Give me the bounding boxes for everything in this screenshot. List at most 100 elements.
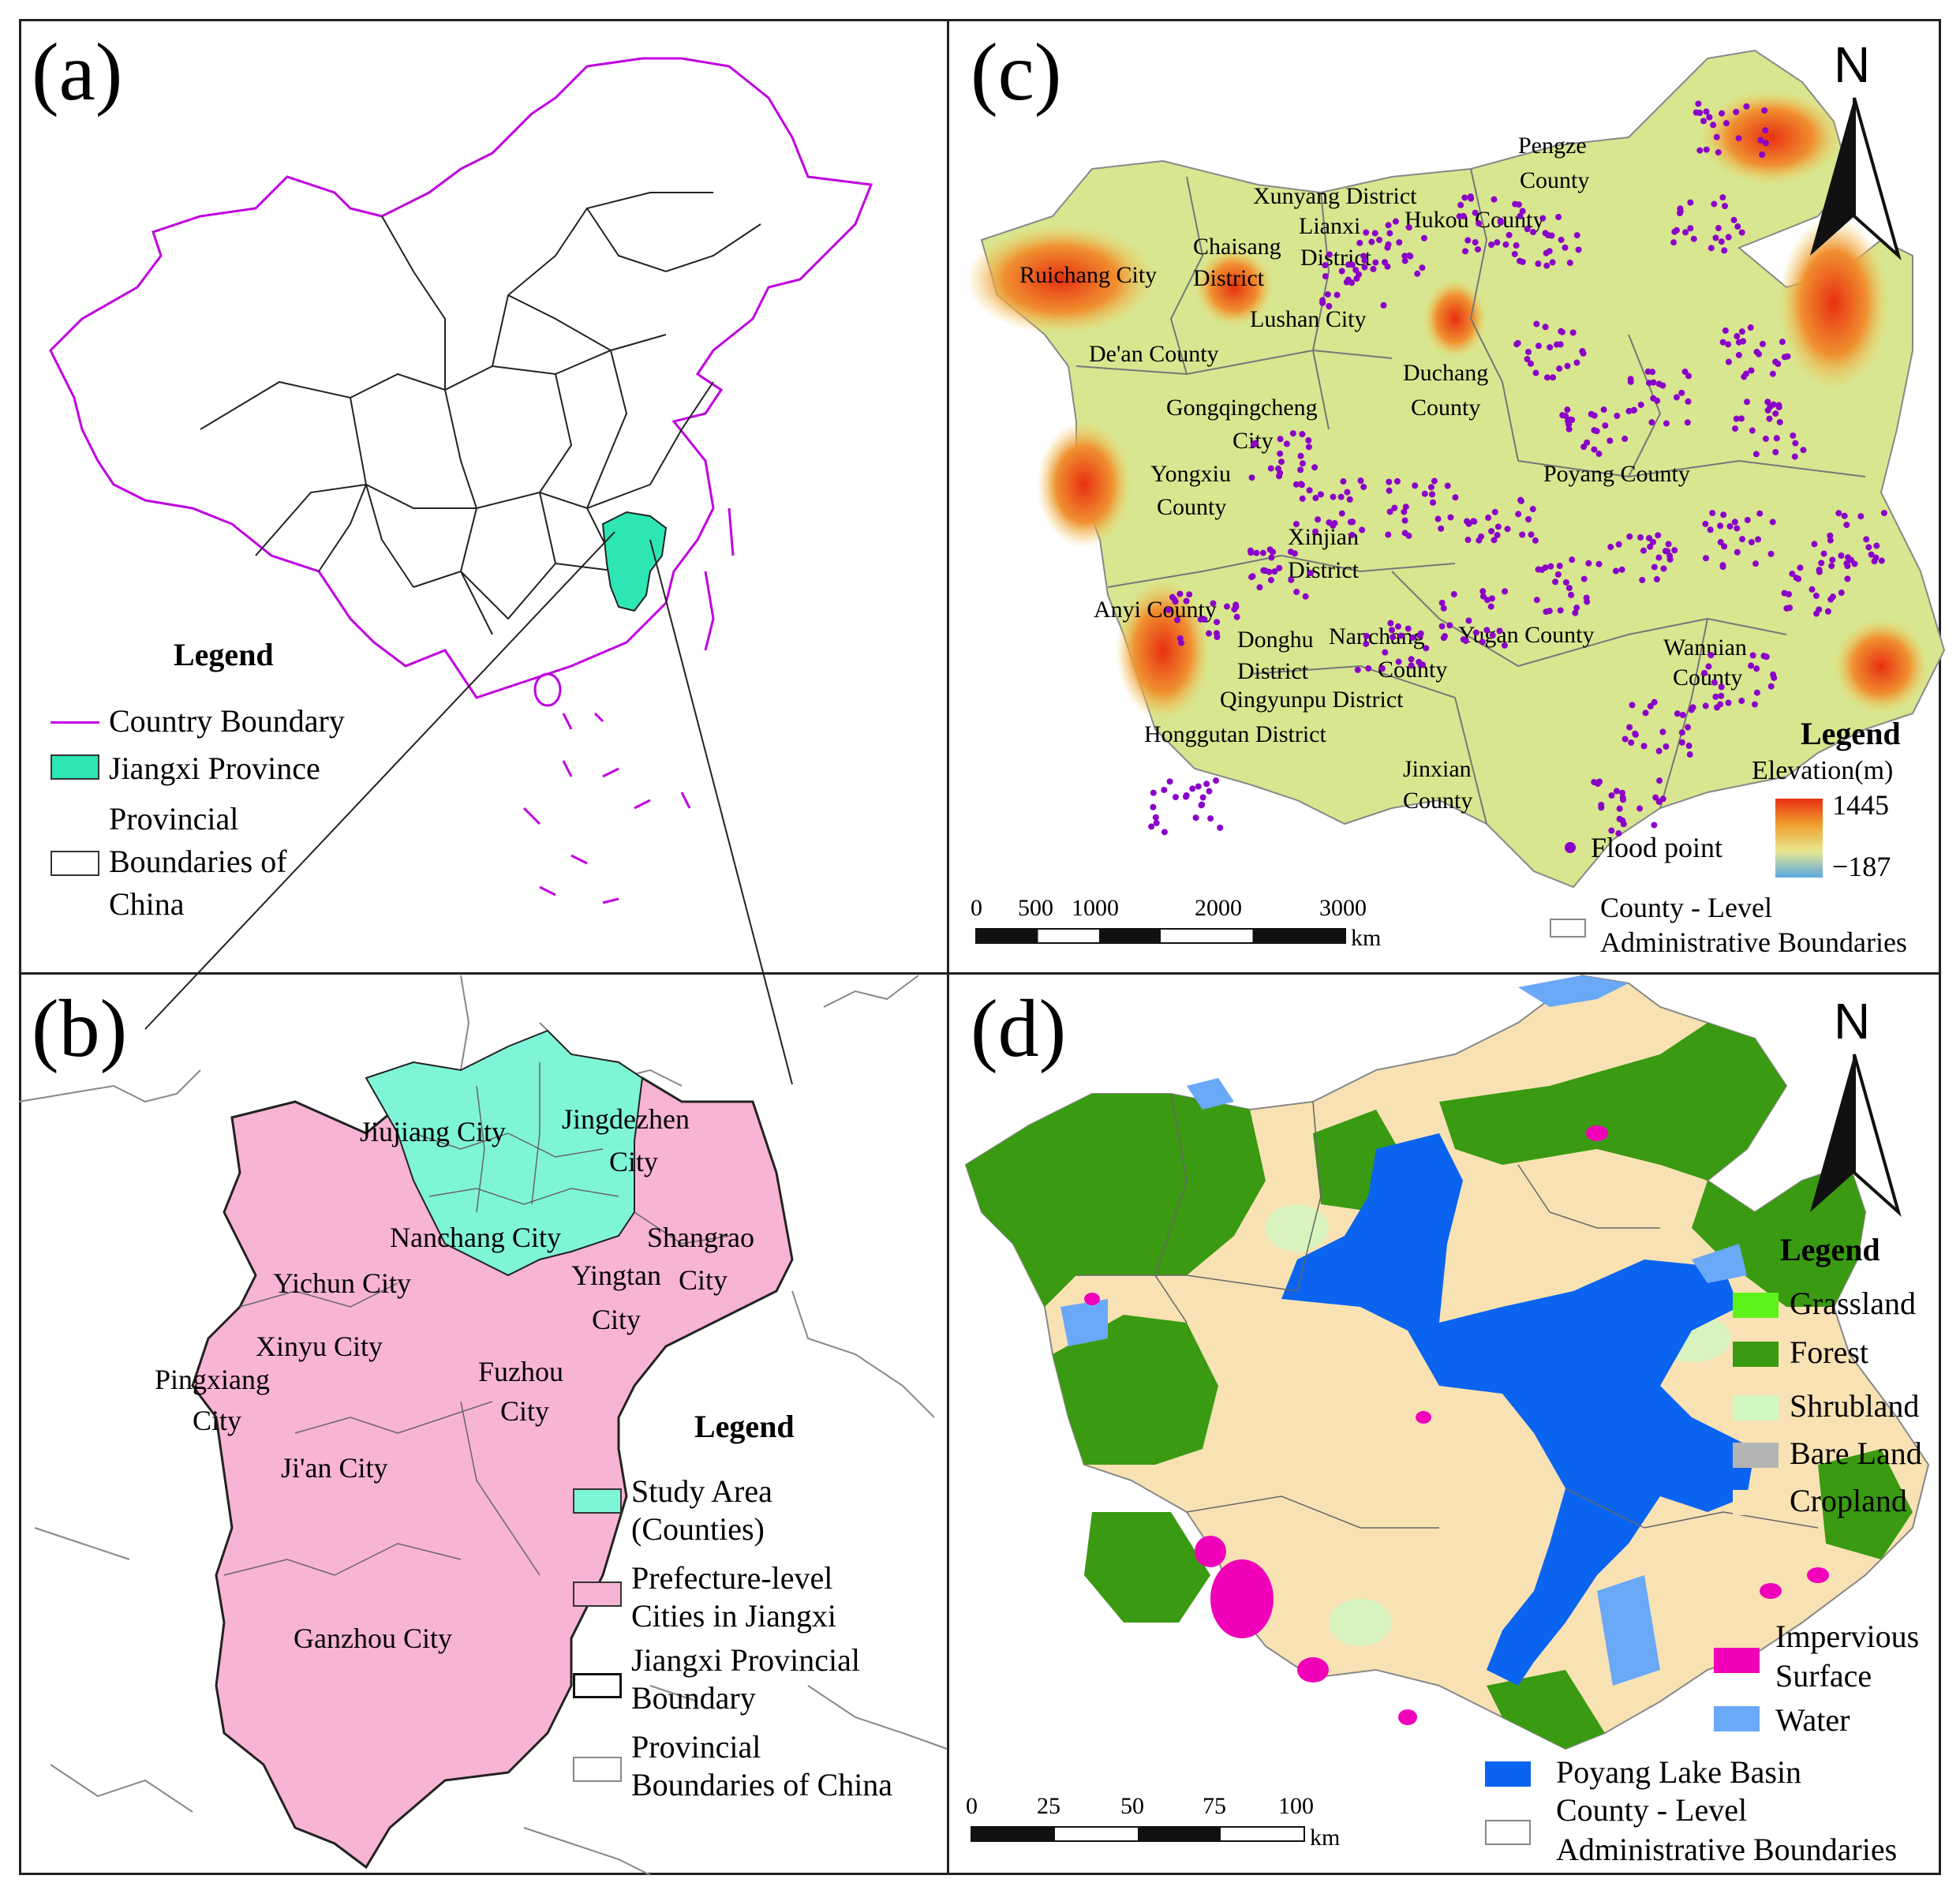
flood-point: [1306, 487, 1313, 494]
flood-point: [1717, 701, 1724, 708]
flood-point: [1718, 692, 1725, 699]
flood-point: [1648, 419, 1655, 426]
elevation-label: Elevation(m): [1752, 756, 1894, 785]
flood-point: [1844, 575, 1851, 582]
label-jian: Ji'an City: [281, 1452, 388, 1484]
flood-point: [1564, 362, 1571, 369]
county-boundaries-d: [1076, 1093, 1819, 1529]
flood-point: [1602, 422, 1609, 429]
flood-point: [1646, 380, 1653, 387]
flood-point: [1462, 248, 1469, 255]
scale-tick-2: 50: [1120, 1793, 1144, 1819]
flood-point: [1647, 543, 1654, 550]
flood-point: [1389, 627, 1396, 634]
flood-point: [1566, 260, 1573, 267]
flood-point: [1651, 563, 1658, 571]
flood-point: [1684, 419, 1691, 426]
flood-point: [1416, 632, 1423, 639]
flood-point: [1312, 528, 1319, 535]
flood-point: [1397, 632, 1405, 639]
flood-point: [1174, 616, 1181, 623]
flood-point: [1322, 273, 1329, 280]
flood-point: [1288, 576, 1295, 583]
flood-point: [1703, 555, 1710, 562]
legend-item-water: Water: [1775, 1702, 1850, 1738]
flood-point: [1771, 674, 1778, 681]
flood-point: [1283, 440, 1290, 447]
flood-point: [1738, 328, 1745, 335]
label-shangrao-1: Shangrao: [647, 1222, 754, 1253]
flood-point: [1678, 739, 1685, 746]
scale-tick-3: 75: [1203, 1793, 1226, 1819]
flood-point: [1775, 361, 1782, 368]
flood-point: [1363, 633, 1370, 640]
admin-boundary-swatch: [1550, 919, 1586, 938]
flood-point: [1748, 539, 1755, 546]
jiangxi-swatch: [50, 754, 99, 780]
flood-point: [1767, 683, 1775, 690]
flood-point: [1591, 427, 1598, 434]
flood-point: [1671, 547, 1678, 554]
flood-point: [1214, 619, 1221, 626]
flood-point: [1838, 552, 1845, 560]
flood-point: [1588, 410, 1595, 417]
label-fuzhou-1: Fuzhou: [478, 1356, 563, 1387]
flood-point: [1732, 425, 1739, 432]
elevation-max: 1445: [1832, 789, 1889, 821]
panel-a-letter: (a): [32, 27, 123, 118]
legend-item-cropland: Cropland: [1790, 1483, 1907, 1518]
flood-point: [1494, 523, 1502, 530]
zoom-line-right: [649, 539, 793, 1085]
flood-point: [1717, 522, 1724, 530]
flood-point: [1412, 482, 1419, 489]
landcover-map: [964, 974, 1930, 1750]
flood-point: [1769, 518, 1776, 526]
label-pingxiang-2: City: [193, 1405, 242, 1436]
flood-point: [1717, 539, 1724, 546]
flood-point: [1326, 302, 1333, 309]
flood-point: [1639, 577, 1646, 584]
flood-point: [1152, 814, 1159, 821]
legend-item-basin: Poyang Lake Basin: [1556, 1754, 1802, 1790]
flood-point: [1408, 656, 1415, 663]
flood-point: [1632, 731, 1639, 738]
flood-point: [1868, 551, 1875, 558]
flood-point: [1558, 236, 1565, 243]
flood-point: [1640, 743, 1648, 750]
scale-bar: [975, 928, 1346, 944]
legend-title: Legend: [1801, 716, 1901, 751]
flood-point: [1656, 777, 1663, 784]
label-pengze-1: Pengze: [1518, 133, 1587, 159]
flood-point: [1598, 804, 1605, 811]
flood-point: [1333, 291, 1341, 298]
flood-point: [1268, 554, 1275, 561]
flood-point: [1519, 258, 1526, 265]
label-jingdezhen-1: Jingdezhen: [562, 1103, 690, 1135]
flood-point: [1558, 328, 1565, 335]
flood-point: [1793, 575, 1800, 582]
flood-point: [1150, 803, 1157, 810]
flood-point: [1685, 398, 1692, 405]
flood-point: [1307, 570, 1314, 577]
flood-point: [1766, 415, 1773, 422]
flood-point: [1695, 100, 1702, 107]
bare-land-swatch: [1733, 1443, 1779, 1468]
flood-point: [1363, 640, 1370, 647]
flood-point: [1391, 504, 1398, 511]
flood-point: [1525, 348, 1532, 355]
flood-point: [1566, 416, 1573, 423]
flood-point: [1192, 814, 1199, 822]
flood-point: [1824, 608, 1831, 615]
flood-point: [1719, 339, 1726, 346]
flood-point: [1511, 250, 1518, 257]
flood-point: [1573, 232, 1580, 239]
flood-point: [1542, 230, 1549, 237]
north-arrow-icon: [1810, 97, 1902, 261]
flood-point: [1734, 223, 1741, 230]
flood-point: [1401, 257, 1408, 264]
legend-item-forest: Forest: [1790, 1334, 1868, 1370]
flood-point: [1663, 420, 1670, 427]
flood-point: [1720, 511, 1727, 518]
poyang-lake-basin: [1281, 1133, 1755, 1686]
county-boundaries-c: [1075, 168, 1866, 825]
